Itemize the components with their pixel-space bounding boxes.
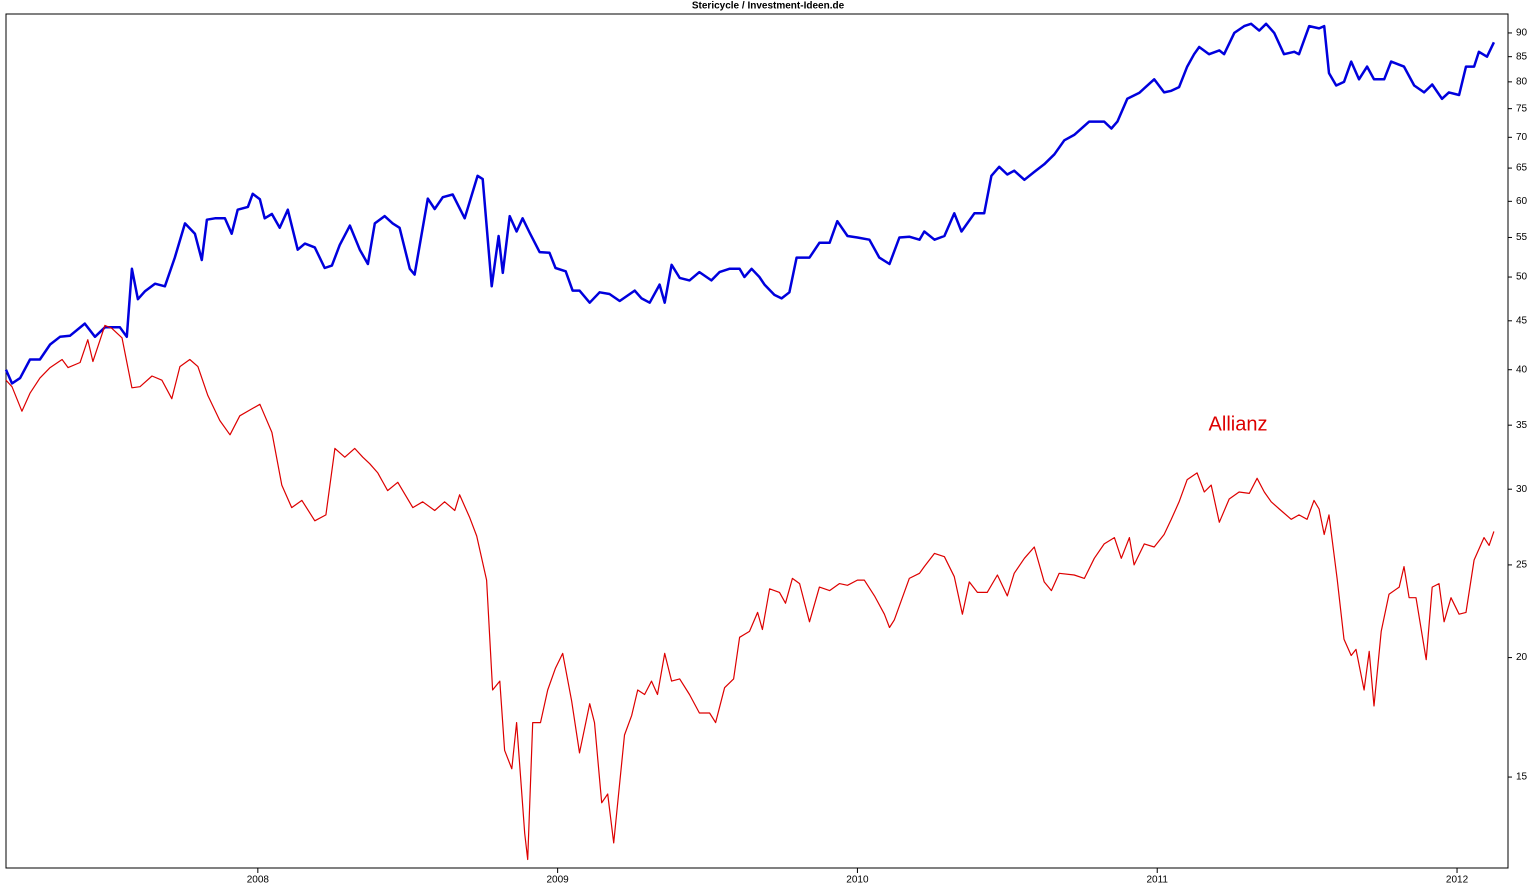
- y-tick-label: 30: [1516, 484, 1528, 495]
- y-tick-label: 90: [1516, 28, 1528, 39]
- y-tick-label: 65: [1516, 163, 1528, 174]
- x-tick-label: 2009: [547, 875, 570, 886]
- y-tick-label: 25: [1516, 560, 1528, 571]
- x-tick-label: 2011: [1146, 875, 1168, 886]
- series-annotation: Allianz: [1209, 413, 1268, 435]
- y-tick-label: 60: [1516, 196, 1528, 207]
- y-tick-label: 15: [1516, 772, 1528, 783]
- y-tick-label: 75: [1516, 103, 1528, 114]
- x-tick-label: 2010: [846, 875, 869, 886]
- y-tick-label: 45: [1516, 315, 1528, 326]
- y-tick-label: 85: [1516, 51, 1528, 62]
- y-tick-label: 35: [1516, 420, 1528, 431]
- y-tick-label: 40: [1516, 364, 1528, 375]
- y-tick-label: 20: [1516, 652, 1528, 663]
- y-tick-label: 70: [1516, 132, 1528, 143]
- x-tick-label: 2008: [247, 875, 270, 886]
- series-line: [4, 22, 1496, 385]
- y-tick-label: 80: [1516, 76, 1528, 87]
- chart-title: Stericycle / Investment-Ideen.de: [692, 1, 845, 12]
- x-tick-label: 2012: [1446, 875, 1469, 886]
- y-tick-label: 50: [1516, 272, 1528, 283]
- series-line: [5, 324, 1495, 861]
- plot-frame: [5, 13, 1509, 869]
- y-tick-label: 55: [1516, 232, 1528, 243]
